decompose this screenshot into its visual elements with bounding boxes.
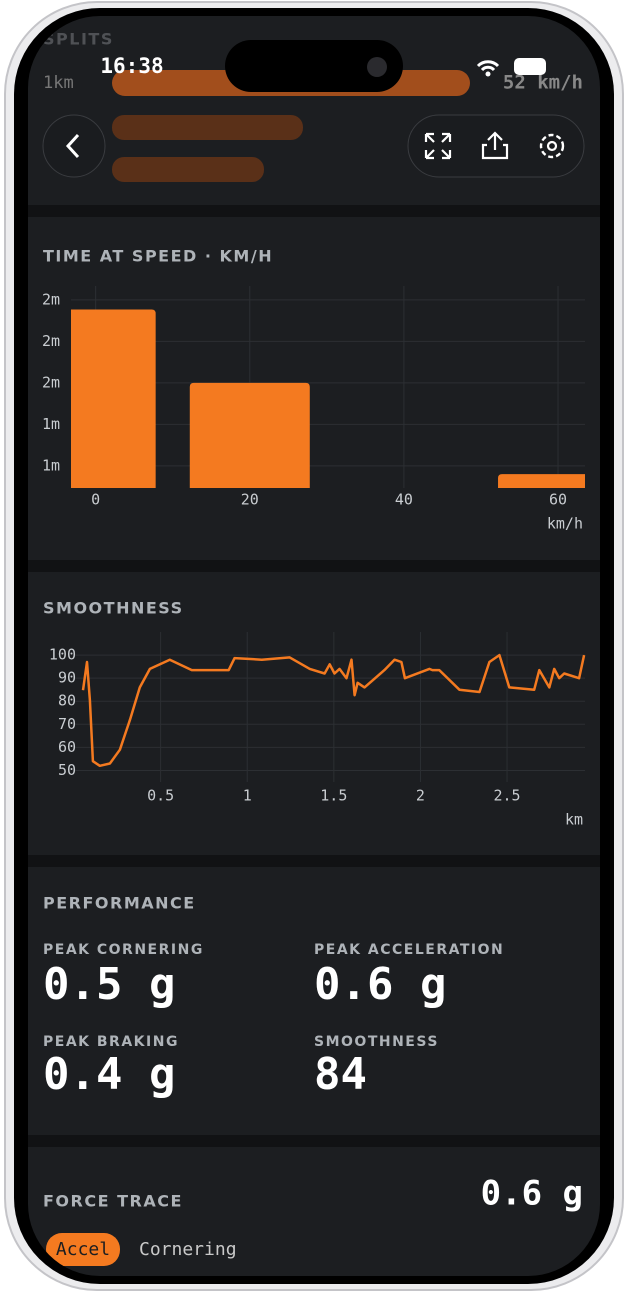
y-tick-label: 70 xyxy=(58,715,76,733)
smoothness-chart: 50 60 70 80 90 100 0.5 1 1.5 2 2.5 xyxy=(49,632,586,805)
section-title: PERFORMANCE xyxy=(43,894,196,913)
tab-cornering[interactable]: Cornering xyxy=(139,1239,237,1260)
divider xyxy=(28,560,600,572)
y-tick-label: 2m xyxy=(42,290,60,308)
camera xyxy=(367,57,387,77)
speed-chart: 1m 1m 2m 2m 2m 0 20 40 60 xyxy=(42,286,585,509)
loading-bar xyxy=(112,157,264,182)
y-tick-label: 60 xyxy=(58,738,76,756)
metric-label: PEAK ACCELERATION xyxy=(314,942,504,958)
button-bg xyxy=(42,114,106,178)
x-tick-label: 2.5 xyxy=(494,787,521,805)
split-label: 1km xyxy=(43,73,74,93)
y-tick-label: 100 xyxy=(49,646,76,664)
wifi-icon xyxy=(485,71,491,77)
tab-accel[interactable]: Accel xyxy=(46,1233,120,1266)
y-tick-label: 2m xyxy=(42,373,60,391)
divider xyxy=(28,1135,600,1147)
x-axis-label: km xyxy=(565,811,583,829)
x-tick-label: 60 xyxy=(549,491,567,509)
battery-icon xyxy=(514,58,546,75)
metric-label: PEAK BRAKING xyxy=(43,1034,179,1050)
x-tick-label: 40 xyxy=(395,491,413,509)
bar xyxy=(498,474,585,488)
bars xyxy=(71,309,585,488)
x-tick-label: 1.5 xyxy=(320,787,347,805)
y-tick-label: 80 xyxy=(58,692,76,710)
chevron-icon xyxy=(65,133,80,159)
y-tick-label: 1m xyxy=(42,456,60,474)
y-tick-label: 2m xyxy=(42,332,60,350)
tab-label: Accel xyxy=(56,1239,110,1260)
dynamic-island xyxy=(225,40,403,92)
back-button[interactable] xyxy=(42,114,106,178)
metric-value: 84 xyxy=(314,1049,367,1100)
x-tick-label: 2 xyxy=(416,787,425,805)
expand-button[interactable] xyxy=(424,132,452,160)
bar xyxy=(71,309,156,488)
line xyxy=(81,653,586,768)
divider xyxy=(28,205,600,217)
wifi-icon xyxy=(476,60,500,72)
section-title: FORCE TRACE xyxy=(43,1192,183,1211)
loading-bar xyxy=(112,115,303,140)
x-tick-label: 0 xyxy=(91,491,100,509)
x-tick-label: 0.5 xyxy=(147,787,174,805)
splits-title: SPLITS xyxy=(43,30,114,49)
y-tick-label: 50 xyxy=(58,761,76,779)
y-tick-label: 90 xyxy=(58,669,76,687)
chart-title: SMOOTHNESS xyxy=(43,599,184,618)
metric-label: SMOOTHNESS xyxy=(314,1034,439,1050)
chart-title: TIME AT SPEED · KM/H xyxy=(43,247,273,266)
force-value: 0.6 g xyxy=(481,1174,583,1214)
divider xyxy=(28,855,600,867)
gear-icon xyxy=(546,140,558,152)
metric-value: 0.4 g xyxy=(43,1049,175,1100)
metric-label: PEAK CORNERING xyxy=(43,942,204,958)
screen: SPLITS 1km 52 km/h 16:38 TIME AT SPEED ·… xyxy=(28,16,600,1276)
x-tick-label: 20 xyxy=(241,491,259,509)
x-axis-label: km/h xyxy=(547,515,583,533)
share-button[interactable] xyxy=(481,131,509,160)
x-tick-label: 1 xyxy=(243,787,252,805)
settings-button[interactable] xyxy=(539,133,565,159)
metric-value: 0.5 g xyxy=(43,959,175,1010)
gear-icon xyxy=(539,133,565,159)
bar xyxy=(189,382,310,488)
y-tick-label: 1m xyxy=(42,415,60,433)
status-time: 16:38 xyxy=(100,54,163,78)
metric-value: 0.6 g xyxy=(314,959,446,1010)
screen-bg xyxy=(28,16,600,1276)
split-value: 52 km/h xyxy=(503,72,583,94)
tab-bg xyxy=(46,1233,120,1266)
